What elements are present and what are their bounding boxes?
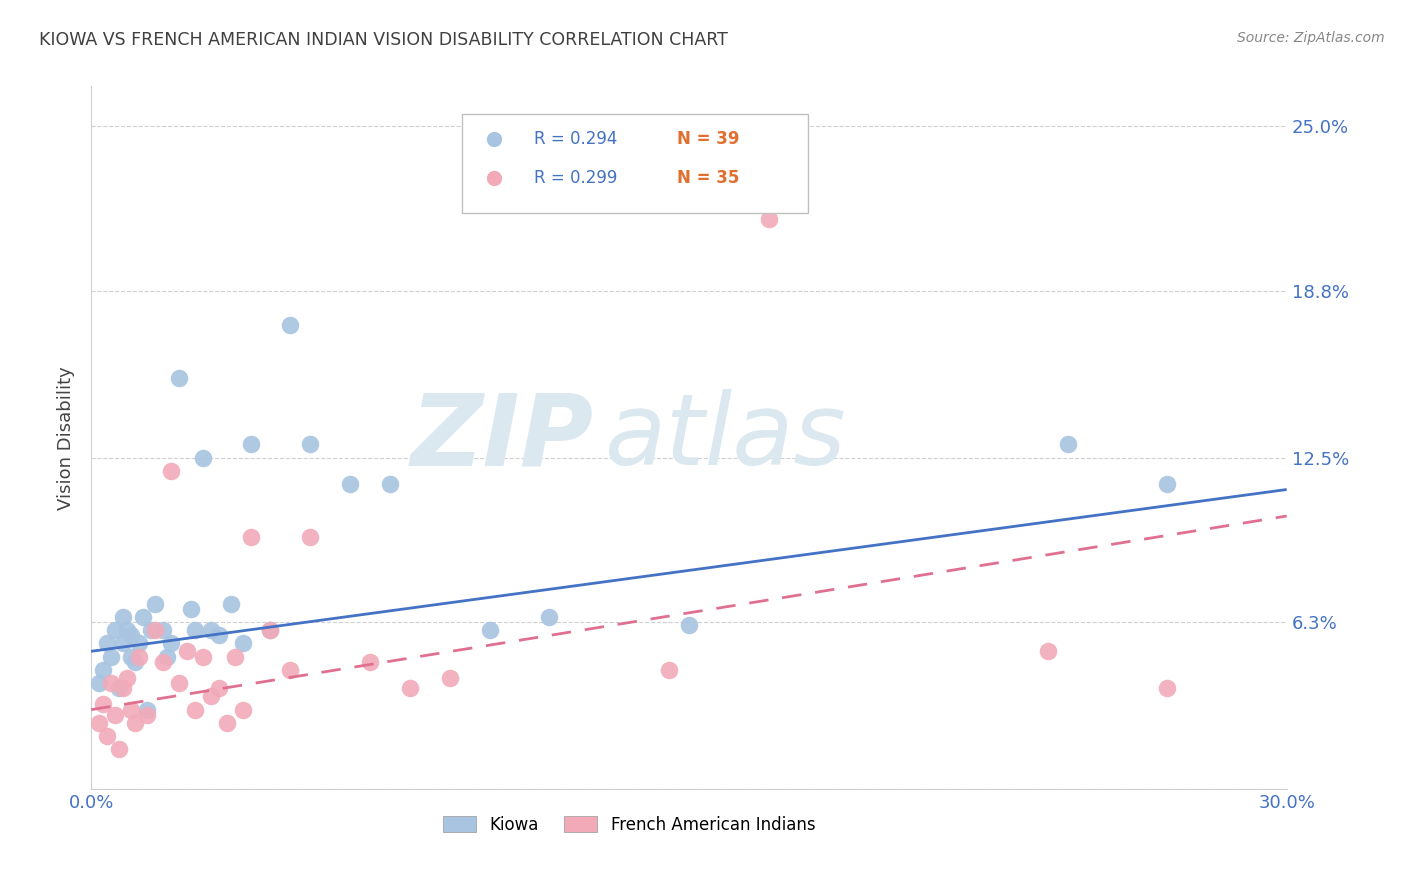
Point xyxy=(280,318,302,332)
Point xyxy=(156,649,179,664)
Point xyxy=(280,663,302,677)
Point xyxy=(1056,437,1078,451)
Point xyxy=(115,623,138,637)
Point xyxy=(678,617,700,632)
Point xyxy=(224,649,246,664)
Point xyxy=(128,649,150,664)
Legend: Kiowa, French American Indians: Kiowa, French American Indians xyxy=(443,815,815,834)
Point xyxy=(91,698,114,712)
Point xyxy=(108,681,131,696)
Point xyxy=(139,623,162,637)
Point xyxy=(152,655,174,669)
Point xyxy=(104,708,127,723)
Point xyxy=(120,703,142,717)
Point xyxy=(215,715,238,730)
Point xyxy=(112,610,135,624)
Point xyxy=(399,681,422,696)
Point xyxy=(143,597,166,611)
Point xyxy=(120,628,142,642)
Point xyxy=(124,655,146,669)
Point xyxy=(96,636,118,650)
Point xyxy=(758,211,780,226)
Point xyxy=(208,681,231,696)
Point xyxy=(1156,477,1178,491)
Text: ZIP: ZIP xyxy=(411,389,593,486)
Point xyxy=(104,623,127,637)
Point xyxy=(239,530,262,544)
Point xyxy=(87,715,110,730)
Point xyxy=(136,708,159,723)
Text: atlas: atlas xyxy=(605,389,846,486)
Point xyxy=(208,628,231,642)
Y-axis label: Vision Disability: Vision Disability xyxy=(58,366,75,509)
Point xyxy=(184,623,207,637)
Point xyxy=(180,602,202,616)
Point xyxy=(299,530,322,544)
Point xyxy=(124,715,146,730)
Point xyxy=(132,610,155,624)
Point xyxy=(136,703,159,717)
Point xyxy=(152,623,174,637)
Point xyxy=(439,671,461,685)
Point xyxy=(160,636,183,650)
Point xyxy=(143,623,166,637)
Point xyxy=(200,690,222,704)
Point xyxy=(112,636,135,650)
Text: KIOWA VS FRENCH AMERICAN INDIAN VISION DISABILITY CORRELATION CHART: KIOWA VS FRENCH AMERICAN INDIAN VISION D… xyxy=(39,31,728,49)
Point xyxy=(1036,644,1059,658)
Point xyxy=(108,742,131,756)
Point xyxy=(167,676,190,690)
Point xyxy=(339,477,361,491)
Point xyxy=(87,676,110,690)
Point xyxy=(91,663,114,677)
Point xyxy=(100,649,122,664)
Point xyxy=(658,663,681,677)
Point xyxy=(191,649,214,664)
Point xyxy=(160,464,183,478)
Point xyxy=(259,623,281,637)
Point xyxy=(200,623,222,637)
Point xyxy=(167,371,190,385)
Point xyxy=(128,636,150,650)
Point xyxy=(120,649,142,664)
Point xyxy=(232,636,254,650)
Text: R = 0.294: R = 0.294 xyxy=(533,130,617,148)
Point xyxy=(112,681,135,696)
Text: R = 0.299: R = 0.299 xyxy=(533,169,617,186)
Point xyxy=(378,477,401,491)
Point xyxy=(100,676,122,690)
Text: N = 35: N = 35 xyxy=(676,169,740,186)
Point xyxy=(1156,681,1178,696)
Point xyxy=(478,623,501,637)
Text: N = 39: N = 39 xyxy=(676,130,740,148)
Point xyxy=(299,437,322,451)
FancyBboxPatch shape xyxy=(461,114,808,213)
Point xyxy=(96,729,118,743)
Point xyxy=(219,597,242,611)
Point xyxy=(259,623,281,637)
Point xyxy=(239,437,262,451)
Point xyxy=(184,703,207,717)
Point xyxy=(232,703,254,717)
Point xyxy=(115,671,138,685)
Point xyxy=(191,450,214,465)
Text: Source: ZipAtlas.com: Source: ZipAtlas.com xyxy=(1237,31,1385,45)
Point xyxy=(176,644,198,658)
Point xyxy=(538,610,561,624)
Point xyxy=(359,655,381,669)
